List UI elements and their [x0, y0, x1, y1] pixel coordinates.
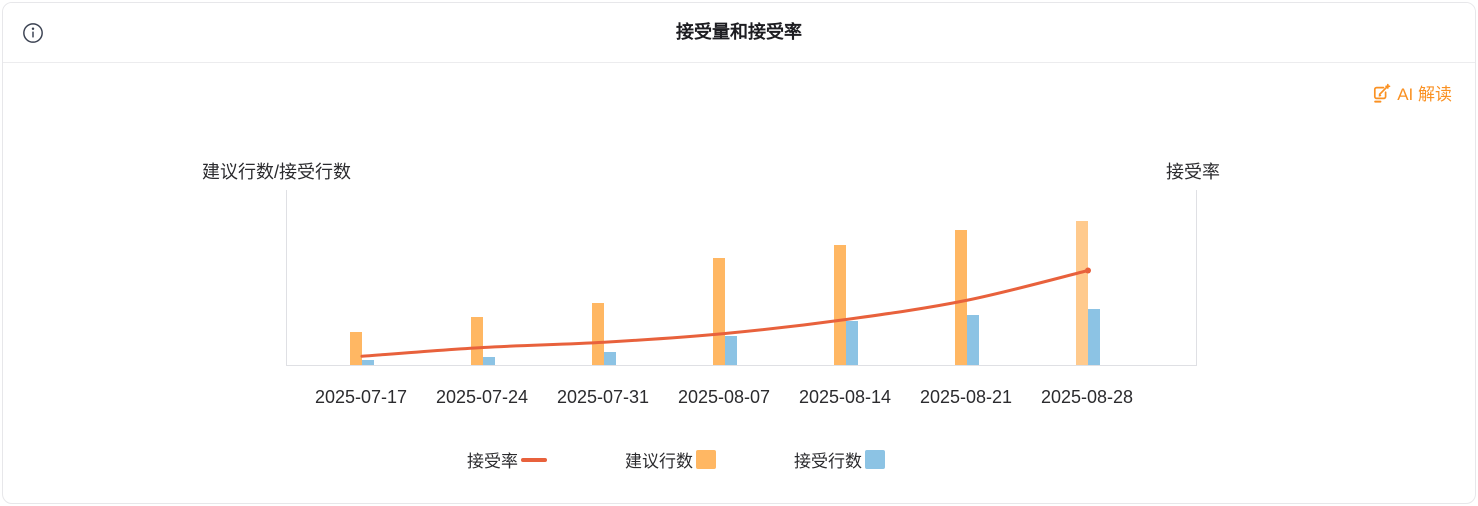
legend-item[interactable]: 接受行数 — [794, 447, 885, 472]
x-axis-label: 2025-07-24 — [435, 387, 529, 407]
legend-label: 接受率 — [467, 452, 518, 471]
bar-accepted-lines[interactable] — [604, 352, 616, 365]
bar-accepted-lines[interactable] — [1088, 309, 1100, 365]
page-title: 接受量和接受率 — [676, 22, 802, 42]
legend-label: 接受行数 — [794, 452, 862, 471]
info-icon[interactable] — [22, 22, 44, 44]
bar-accepted-lines[interactable] — [483, 357, 495, 365]
legend-swatch-square — [696, 450, 716, 469]
bar-suggested-lines[interactable] — [834, 245, 846, 365]
bar-suggested-lines[interactable] — [592, 303, 604, 365]
bar-suggested-lines[interactable] — [471, 317, 483, 365]
ai-insight-label: AI 解读 — [1397, 85, 1452, 104]
bar-accepted-lines[interactable] — [846, 321, 858, 365]
x-axis-label: 2025-07-31 — [556, 387, 650, 407]
bar-accepted-lines[interactable] — [725, 336, 737, 365]
acceptance-rate-line — [360, 267, 1091, 358]
chart-plot-area[interactable] — [286, 190, 1197, 366]
legend-label: 建议行数 — [625, 452, 693, 471]
right-axis-title: 接受率 — [1166, 162, 1220, 182]
bar-suggested-lines[interactable] — [955, 230, 967, 365]
legend-swatch-line — [521, 457, 547, 462]
x-axis: 2025-07-17 2025-07-24 2025-07-31 2025-08-07… — [286, 387, 1195, 411]
x-axis-label: 2025-07-17 — [314, 387, 408, 407]
x-axis-label: 2025-08-21 — [919, 387, 1013, 407]
bar-suggested-lines[interactable] — [713, 258, 725, 365]
x-axis-label: 2025-08-28 — [1040, 387, 1134, 407]
legend-item[interactable]: 接受率 — [467, 447, 547, 472]
ai-insight-button[interactable]: AI 解读 — [1369, 78, 1454, 107]
card-header: 接受量和接受率 — [3, 3, 1475, 63]
bar-accepted-lines[interactable] — [362, 360, 374, 365]
bar-suggested-lines[interactable] — [1076, 221, 1088, 365]
chart-legend: 接受率 建议行数 接受行数 — [467, 447, 885, 472]
legend-item[interactable]: 建议行数 — [625, 447, 716, 472]
left-axis-title: 建议行数/接受行数 — [202, 162, 352, 182]
bar-suggested-lines[interactable] — [350, 332, 362, 365]
x-axis-label: 2025-08-14 — [798, 387, 892, 407]
legend-swatch-square — [865, 450, 885, 469]
ai-insight-icon — [1371, 83, 1391, 103]
x-axis-label: 2025-08-07 — [677, 387, 771, 407]
bar-accepted-lines[interactable] — [967, 315, 979, 365]
